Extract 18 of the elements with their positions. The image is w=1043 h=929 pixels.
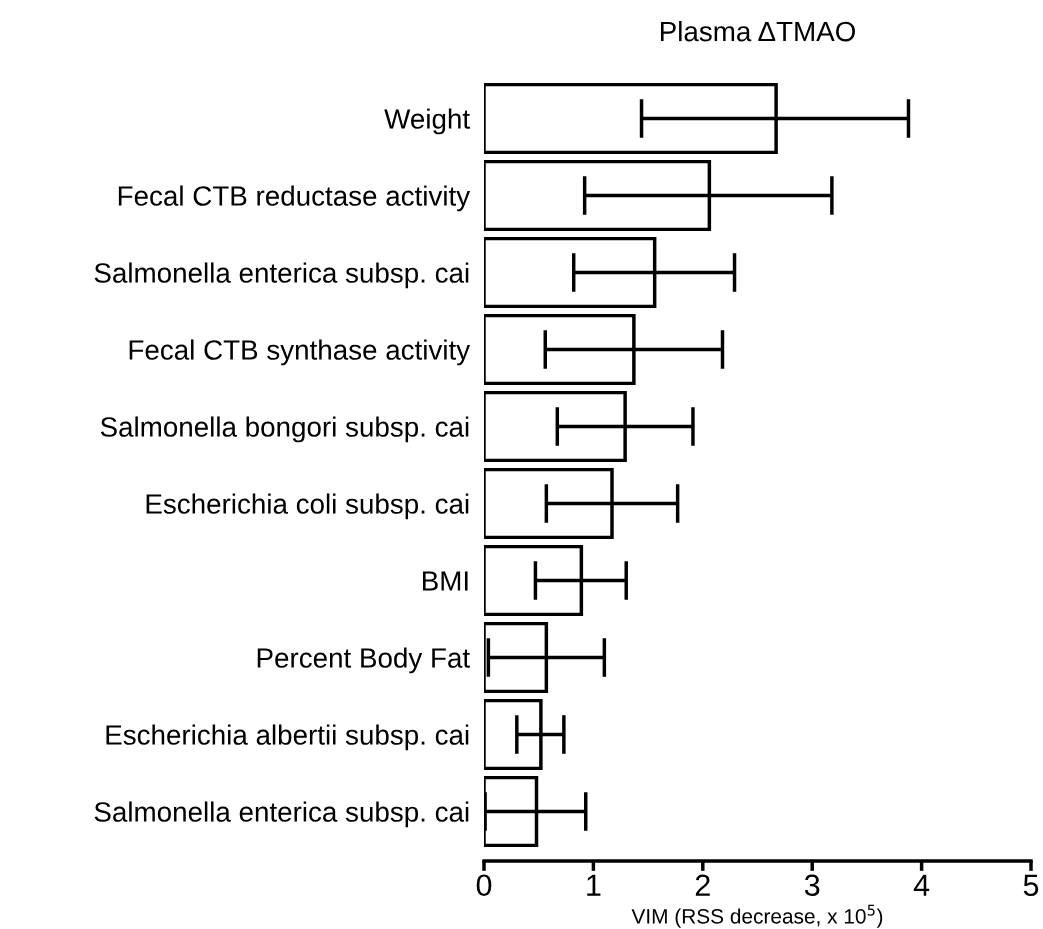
y-tick-label: Escherichia albertii subsp. cai (106, 724, 469, 751)
y-tick-label: Escherichia coli subsp. cai (146, 493, 469, 520)
x-tick-label: 5 (1023, 874, 1039, 897)
x-tick-label: 2 (695, 874, 710, 896)
x-tick-label: 4 (913, 874, 930, 896)
x-tick-label: 3 (804, 874, 820, 897)
x-axis-title: VIM (RSS decrease, x 10$^{5}$) (631, 904, 883, 928)
y-tick-label: Percent Body Fat (257, 647, 470, 674)
x-tick-label: 1 (587, 874, 601, 896)
x-tick-label: 0 (476, 874, 492, 897)
y-tick-label: Salmonella enterica subsp. cai (94, 262, 469, 289)
y-tick-label: Fecal CTB synthase activity (129, 339, 471, 366)
y-tick-label: Fecal CTB reductase activity (118, 185, 471, 212)
y-tick-label: Salmonella enterica subsp. cai (94, 801, 469, 828)
y-tick-label: Salmonella bongori subsp. cai (100, 416, 469, 443)
y-tick-label: Weight (384, 108, 470, 135)
chart-title: Plasma ΔTMAO (660, 20, 855, 42)
y-tick-label: BMI (423, 571, 468, 591)
